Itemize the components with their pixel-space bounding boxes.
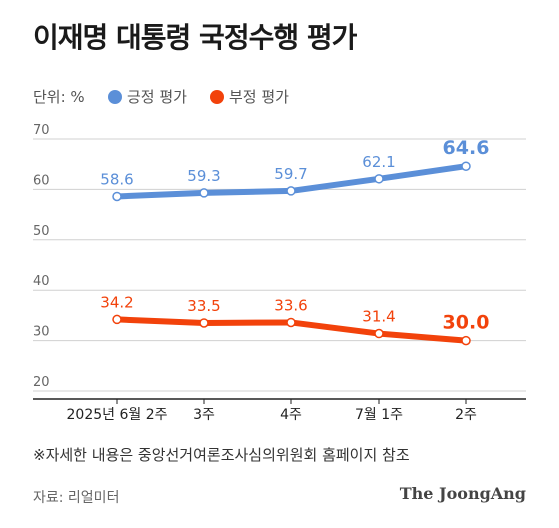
x-tick-label: 4주 [280, 407, 302, 423]
footnote: ※자세한 내용은 중앙선거여론조사심의위원회 홈페이지 참조 [33, 446, 410, 464]
data-point [374, 328, 384, 339]
y-tick-label: 30 [33, 325, 50, 340]
data-point [461, 335, 471, 346]
data-label: 62.1 [362, 153, 395, 171]
data-label: 64.6 [443, 137, 490, 159]
data-point [112, 314, 122, 325]
y-tick-label: 40 [33, 274, 50, 289]
y-tick-label: 60 [33, 173, 50, 188]
data-label: 33.5 [187, 297, 220, 315]
y-tick-label: 20 [33, 375, 50, 390]
y-tick-label: 50 [33, 224, 50, 239]
legend-negative-label: 부정 평가 [229, 88, 289, 106]
data-point [461, 161, 471, 171]
legend-positive: 긍정 평가 [108, 86, 187, 107]
unit-label: 단위: % [33, 88, 85, 106]
chart-title: 이재명 대통령 국정수행 평가 [33, 21, 357, 54]
source-label: 자료: 리얼미터 [33, 490, 120, 506]
x-tick-label: 3주 [193, 407, 215, 423]
data-label: 33.6 [274, 296, 307, 314]
data-point [199, 188, 209, 198]
data-label: 59.3 [187, 167, 220, 185]
data-point [374, 174, 384, 184]
data-point [199, 318, 209, 328]
data-label: 59.7 [274, 165, 307, 183]
legend-positive-swatch [108, 89, 122, 104]
data-label: 31.4 [362, 308, 395, 326]
data-label: 34.2 [100, 293, 133, 311]
data-point [286, 186, 296, 196]
data-label: 30.0 [443, 312, 490, 334]
data-point [286, 317, 296, 328]
line-chart: 20 30 40 50 60 70 2025년 6월 2주 3주 4주 7월 1주 2주 58.6 59… [33, 123, 526, 423]
data-label: 58.6 [100, 170, 133, 188]
data-point [112, 191, 122, 202]
y-tick-label: 70 [33, 123, 50, 138]
legend-positive-label: 긍정 평가 [127, 88, 187, 106]
x-tick-label: 2025년 6월 2주 [67, 407, 168, 423]
legend-negative: 부정 평가 [210, 86, 289, 107]
x-tick-label: 7월 1주 [355, 407, 403, 423]
brand-logo: The JoongAng [399, 484, 526, 503]
x-tick-label: 2주 [455, 407, 477, 423]
legend-negative-swatch [210, 89, 224, 104]
